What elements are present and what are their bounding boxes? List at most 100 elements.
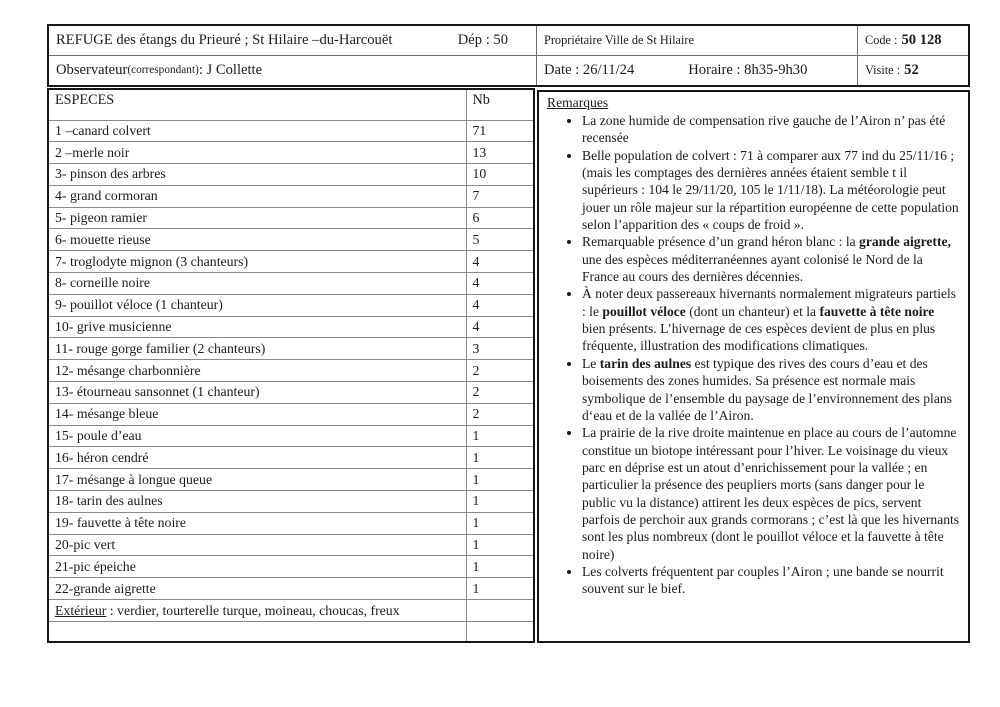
- remark-text: Le: [582, 355, 600, 371]
- visite-cell: Visite : 52: [858, 56, 968, 86]
- code-cell: Code : 50 128: [858, 26, 968, 56]
- species-count-cell: 1: [465, 577, 535, 601]
- species-row: 7- troglodyte mignon (3 chanteurs) 4: [47, 250, 535, 274]
- exterior-value: : verdier, tourterelle turque, moineau, …: [106, 602, 400, 618]
- species-name-cell: 12- mésange charbonnière: [47, 359, 467, 383]
- species-row: 10- grive musicienne 4: [47, 315, 535, 339]
- remark-item: Remarquable présence d’un grand héron bl…: [582, 233, 961, 285]
- remark-text: bien présents. L’hivernage de ces espèce…: [582, 321, 936, 354]
- remark-item: Le tarin des aulnes est typique des rive…: [582, 355, 961, 424]
- species-name-cell: 8- corneille noire: [47, 272, 467, 295]
- remark-item: La prairie de la rive droite maintenue e…: [582, 424, 961, 563]
- species-count-cell: 1: [465, 424, 535, 448]
- remark-item: La zone humide de compensation rive gauc…: [582, 112, 961, 147]
- species-count-cell: 3: [465, 337, 535, 361]
- species-row: 8- corneille noire 4: [47, 272, 535, 295]
- species-count-cell: 1: [465, 555, 535, 579]
- species-row: 1 –canard colvert 71: [47, 119, 535, 143]
- remark-bold-text: tarin des aulnes: [599, 355, 692, 371]
- species-name-cell: 22-grande aigrette: [47, 577, 467, 601]
- species-count-cell: 1: [465, 533, 535, 557]
- remark-item: Les colverts fréquentent par couples l’A…: [582, 563, 961, 598]
- species-count-cell: 4: [465, 315, 535, 339]
- species-row: 2 –merle noir 13: [47, 141, 535, 165]
- proprietaire-cell: Propriétaire Ville de St Hilaire: [537, 26, 858, 56]
- species-name-cell: 15- poule d’eau: [47, 424, 467, 448]
- refuge-title: REFUGE des étangs du Prieuré ; St Hilair…: [56, 31, 393, 48]
- species-count-cell: 1: [465, 446, 535, 470]
- species-count-cell: 1: [465, 468, 535, 492]
- species-count-cell: 4: [465, 293, 535, 317]
- species-count-cell: 10: [465, 163, 535, 186]
- code-value: 50 128: [901, 31, 942, 48]
- code-label: Code :: [865, 32, 898, 47]
- species-column-header: ESPECES: [47, 88, 467, 121]
- species-name-cell: 20-pic vert: [47, 533, 467, 557]
- observateur-cell: Observateur (correspondant) : J Collette: [49, 55, 537, 85]
- species-name-cell: 7- troglodyte mignon (3 chanteurs): [47, 250, 467, 274]
- species-name-cell: 4- grand cormoran: [47, 184, 467, 208]
- species-count-cell: 1: [465, 490, 535, 513]
- species-row: 11- rouge gorge familier (2 chanteurs) 3: [47, 337, 535, 361]
- header-box: REFUGE des étangs du Prieuré ; St Hilair…: [47, 24, 970, 87]
- species-row: 12- mésange charbonnière 2: [47, 359, 535, 383]
- remark-text: une des espèces méditerranéennes ayant c…: [582, 251, 923, 285]
- remark-text: (dont un chanteur) et la: [685, 303, 820, 319]
- species-row: 9- pouillot véloce (1 chanteur) 4: [47, 293, 535, 317]
- species-row: 3- pinson des arbres 10: [47, 163, 535, 186]
- species-name-cell: 3- pinson des arbres: [47, 163, 467, 186]
- species-count-cell: 2: [465, 359, 535, 383]
- department-value: Dép : 50: [457, 31, 508, 48]
- remark-item: À noter deux passereaux hivernants norma…: [582, 285, 961, 354]
- species-name-cell: 10- grive musicienne: [47, 315, 467, 339]
- remark-item: Belle population de colvert : 71 à compa…: [582, 147, 961, 234]
- observateur-label: Observateur: [56, 61, 128, 78]
- species-count-cell: 7: [465, 184, 535, 208]
- species-row: 17- mésange à longue queue 1: [47, 468, 535, 492]
- empty-label-cell: [47, 621, 467, 643]
- species-count-cell: 4: [465, 272, 535, 295]
- observateur-paren: (correspondant): [127, 64, 199, 77]
- remark-text: Belle population de colvert : 71 à compa…: [582, 147, 959, 233]
- species-name-cell: 17- mésange à longue queue: [47, 468, 467, 492]
- remark-bold-text: fauvette à tête noire: [819, 303, 935, 319]
- proprietaire-text: Propriétaire Ville de St Hilaire: [544, 32, 694, 47]
- species-count-cell: 1: [465, 511, 535, 535]
- species-header-row: ESPECES Nb: [47, 88, 535, 121]
- remark-text: Les colverts fréquentent par couples l’A…: [582, 563, 944, 597]
- refuge-title-cell: REFUGE des étangs du Prieuré ; St Hilair…: [49, 26, 537, 56]
- remarks-box: Remarques La zone humide de compensation…: [537, 90, 970, 643]
- exterior-label: Extérieur: [55, 602, 107, 618]
- remark-text: La prairie de la rive droite maintenue e…: [582, 425, 960, 562]
- species-count-cell: 5: [465, 228, 535, 252]
- species-row: 22-grande aigrette 1: [47, 577, 535, 601]
- date-cell: Date : 26/11/24 Horaire : 8h35-9h30: [537, 55, 858, 85]
- remark-text: est typique des rives des cours d’eau et…: [582, 355, 952, 423]
- species-count-cell: 6: [465, 206, 535, 230]
- species-row: 4- grand cormoran 7: [47, 184, 535, 208]
- empty-row: [47, 621, 535, 643]
- species-row: 15- poule d’eau 1: [47, 424, 535, 448]
- species-table: ESPECES Nb 1 –canard colvert 71 2 –merle n…: [47, 88, 535, 643]
- exterior-row: Extérieur : verdier, tourterelle turque,…: [47, 599, 535, 623]
- species-row: 19- fauvette à tête noire 1: [47, 511, 535, 535]
- species-row: 18- tarin des aulnes 1: [47, 490, 535, 513]
- species-name-cell: 19- fauvette à tête noire: [47, 511, 467, 535]
- species-name-cell: 1 –canard colvert: [47, 119, 467, 143]
- remark-text: À noter deux passereaux hivernants norma…: [582, 286, 957, 319]
- species-row: 14- mésange bleue 2: [47, 402, 535, 426]
- exterior-cell: Extérieur : verdier, tourterelle turque,…: [47, 599, 467, 623]
- species-count-cell: 13: [465, 141, 535, 165]
- species-count-cell: 71: [465, 119, 535, 143]
- species-table-container: ESPECES Nb 1 –canard colvert 71 2 –merle n…: [47, 88, 535, 643]
- remarks-title: Remarques: [547, 95, 609, 110]
- species-count-cell: 2: [465, 381, 535, 404]
- species-row: 6- mouette rieuse 5: [47, 228, 535, 252]
- exterior-count-cell: [465, 599, 535, 623]
- species-name-cell: 21-pic épeiche: [47, 555, 467, 579]
- species-name-cell: 6- mouette rieuse: [47, 228, 467, 252]
- species-count-cell: 2: [465, 402, 535, 426]
- species-name-cell: 2 –merle noir: [47, 141, 467, 165]
- species-row: 13- étourneau sansonnet (1 chanteur) 2: [47, 381, 535, 404]
